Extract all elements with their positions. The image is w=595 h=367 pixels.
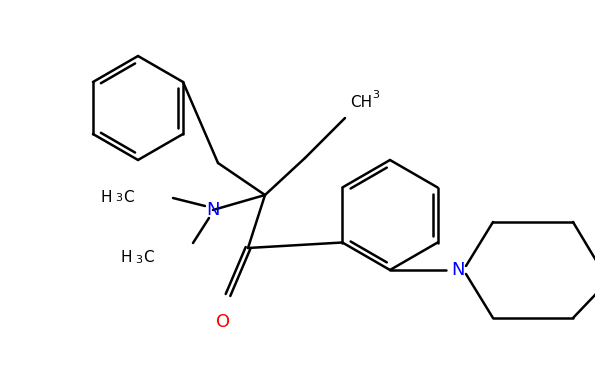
Text: C: C bbox=[143, 251, 154, 265]
Text: H: H bbox=[121, 251, 132, 265]
Text: N: N bbox=[451, 261, 465, 279]
Text: H: H bbox=[101, 189, 112, 204]
Text: O: O bbox=[216, 313, 230, 331]
Text: 3: 3 bbox=[135, 255, 142, 265]
Text: 3: 3 bbox=[115, 193, 122, 203]
Text: 3: 3 bbox=[372, 90, 379, 100]
Text: C: C bbox=[123, 189, 134, 204]
Text: N: N bbox=[206, 201, 220, 219]
Text: CH: CH bbox=[350, 95, 372, 110]
